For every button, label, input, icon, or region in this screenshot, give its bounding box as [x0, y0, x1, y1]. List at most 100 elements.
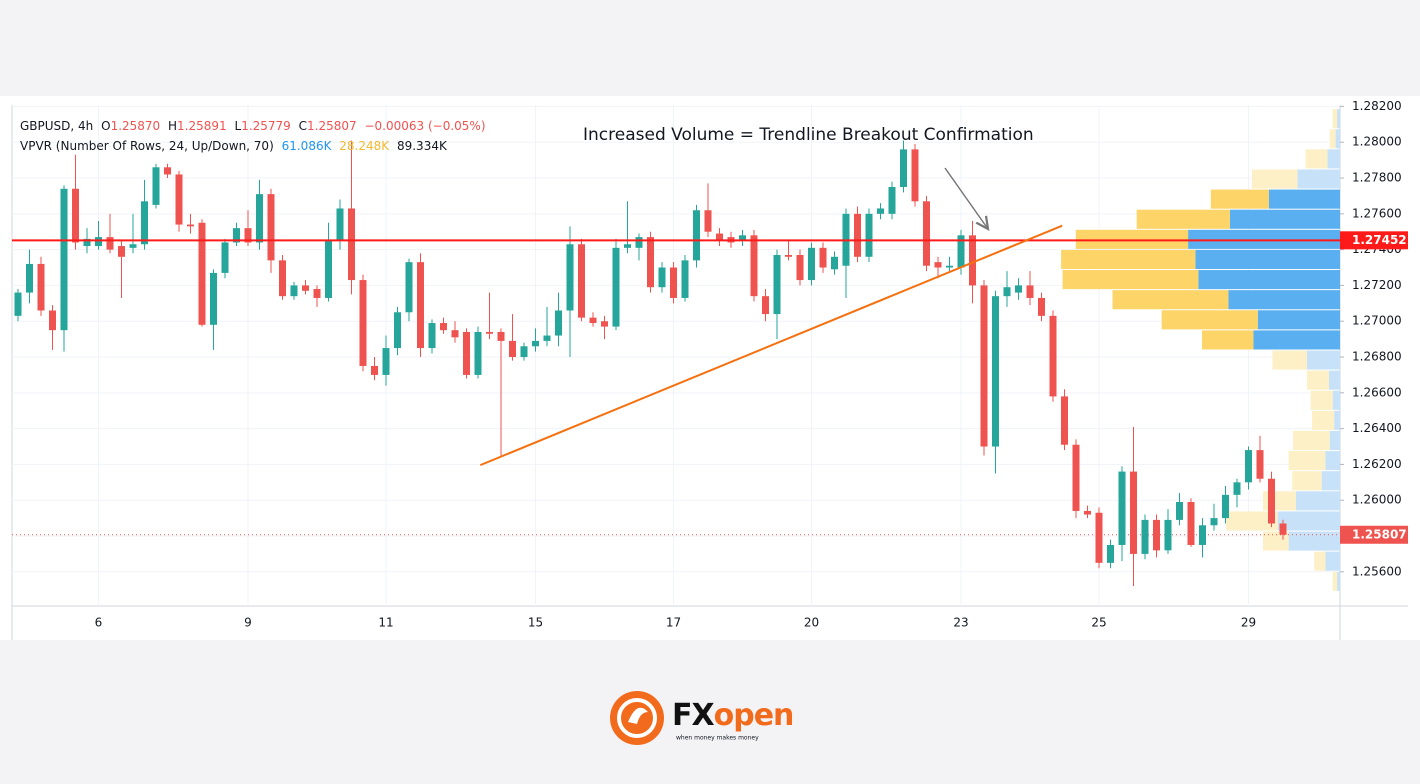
- candle-body: [440, 323, 447, 331]
- profile-up: [1268, 189, 1340, 209]
- x-tick-label: 15: [528, 616, 543, 630]
- candle-body: [210, 272, 217, 325]
- candle-body: [325, 240, 332, 298]
- last-price-tag: [1340, 525, 1408, 544]
- y-tick-label: 1.26800: [1352, 350, 1402, 364]
- profile-down: [1292, 471, 1322, 491]
- candle-body: [164, 167, 171, 175]
- candle-body: [1061, 396, 1068, 445]
- candle-body: [37, 263, 45, 311]
- candle-body: [1026, 285, 1034, 298]
- candle-body: [1187, 502, 1195, 545]
- candle-body: [1256, 450, 1264, 479]
- candle-body: [601, 321, 608, 327]
- candle-body: [555, 310, 562, 336]
- candle-body: [1141, 519, 1149, 554]
- candle-body: [1003, 287, 1011, 297]
- ohlc-key: H: [168, 119, 177, 133]
- profile-up: [1321, 471, 1340, 491]
- candle-body: [624, 244, 631, 248]
- candle-body: [336, 208, 344, 241]
- candle-body: [865, 213, 873, 257]
- candle-body: [1107, 544, 1114, 563]
- profile-up: [1228, 290, 1340, 310]
- profile-up: [1325, 451, 1340, 471]
- candle-body: [1015, 285, 1022, 293]
- candle-body: [359, 280, 367, 366]
- ohlc-key: O: [101, 119, 110, 133]
- logo: FXopen when money makes money: [610, 691, 794, 745]
- y-tick-label: 1.26000: [1352, 493, 1402, 507]
- y-tick-label: 1.25600: [1352, 564, 1402, 578]
- candle-body: [900, 149, 907, 187]
- indicator-line: VPVR (Number Of Rows, 24, Up/Down, 70) 6…: [20, 139, 448, 153]
- y-tick-label: 1.26600: [1352, 385, 1402, 399]
- y-tick-label: 1.27600: [1352, 206, 1402, 220]
- plot: 1.256001.258001.260001.262001.264001.266…: [12, 99, 1408, 630]
- candle-body: [118, 246, 125, 257]
- candle-body: [1038, 297, 1045, 316]
- candle-body: [773, 254, 781, 315]
- logo-icon-ring: [617, 698, 657, 738]
- level-price-tag: [1340, 231, 1408, 250]
- candle-body: [83, 238, 91, 247]
- profile-up: [1329, 430, 1340, 451]
- trendline: [479, 224, 1063, 467]
- profile-up: [1334, 410, 1340, 430]
- candle-body: [187, 224, 194, 227]
- candle-body: [1222, 494, 1229, 519]
- candle-body: [1268, 478, 1275, 524]
- candle-body: [428, 323, 436, 349]
- x-tick-label: 17: [666, 616, 681, 630]
- candle-body: [1118, 471, 1126, 545]
- candle-body: [313, 289, 321, 298]
- logo-fx: FXopen: [672, 698, 793, 733]
- candle-body: [290, 285, 298, 297]
- y-tick-label: 1.27000: [1352, 314, 1402, 328]
- change: −0.00063 (−0.05%): [364, 119, 485, 133]
- profile-down: [1293, 430, 1330, 451]
- candle-body: [1176, 502, 1183, 520]
- ohlc-value: 1.25779: [241, 119, 291, 133]
- candle-body: [1279, 523, 1287, 535]
- profile-up: [1253, 330, 1340, 350]
- candle-body: [394, 312, 401, 349]
- profile-down: [1061, 249, 1196, 270]
- candle-body: [888, 186, 896, 214]
- x-tick-label: 23: [953, 616, 968, 630]
- candle-body: [796, 254, 804, 281]
- candle-body: [141, 201, 148, 245]
- candle-body: [854, 213, 861, 257]
- profile-down: [1332, 109, 1338, 129]
- candle-body: [371, 365, 378, 375]
- candle-body: [60, 188, 68, 331]
- profile-up: [1198, 270, 1340, 290]
- candle-body: [1084, 510, 1091, 515]
- candle-body: [934, 262, 942, 268]
- x-tick-label: 11: [378, 616, 393, 630]
- candle-body: [267, 194, 275, 261]
- candle-body: [486, 331, 493, 334]
- candle-body: [152, 167, 160, 205]
- ohlc-value: 1.25891: [177, 119, 227, 133]
- candle-body: [221, 242, 229, 273]
- profile-up: [1337, 571, 1340, 591]
- logo-icon-shape: [628, 707, 648, 724]
- candle-body: [451, 330, 459, 338]
- profile-up: [1277, 511, 1340, 531]
- candle-body: [578, 244, 585, 318]
- indicator-up: 61.086K: [282, 139, 333, 153]
- candle-body: [980, 285, 988, 447]
- candle-body: [1153, 519, 1160, 551]
- y-tick-label: 1.27800: [1352, 171, 1402, 185]
- annotation: Increased Volume = Trendline Breakout Co…: [583, 125, 1034, 145]
- header-line: GBPUSD, 4h O1.25870 H1.25891 L1.25779 C1…: [20, 119, 486, 133]
- y-tick-label: 1.26400: [1352, 421, 1402, 435]
- candle-body: [302, 285, 309, 291]
- ohlc-key: C: [299, 119, 307, 133]
- symbol: GBPUSD, 4h: [20, 119, 93, 133]
- profile-up: [1332, 390, 1340, 410]
- candle-body: [14, 292, 22, 316]
- logo-open-part: open: [714, 698, 794, 733]
- profile-up: [1335, 129, 1340, 149]
